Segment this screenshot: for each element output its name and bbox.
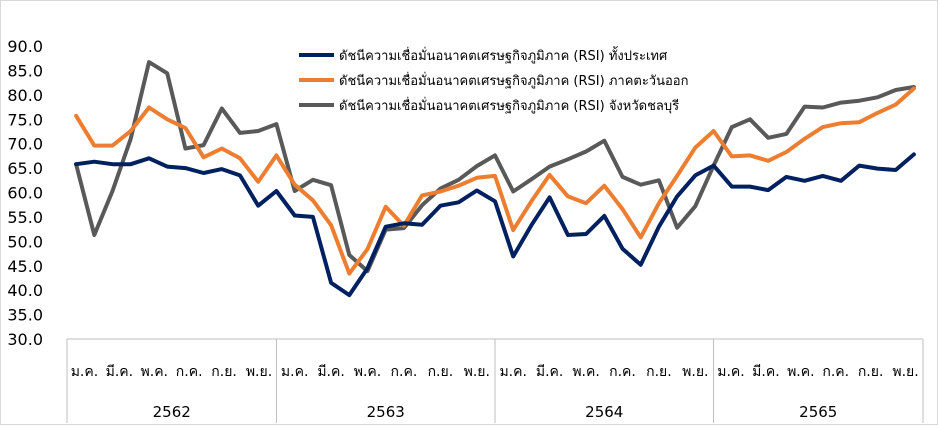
y-tick-label: 45.0	[7, 257, 43, 276]
y-tick-label: 65.0	[7, 159, 43, 178]
x-tick-label: พ.ค.	[572, 364, 600, 380]
x-tick-label: ก.ย.	[428, 364, 454, 380]
x-tick-label: พ.ย.	[682, 364, 708, 380]
y-tick-label: 90.0	[7, 37, 43, 56]
legend-label: ดัชนีความเชื่อมั่นอนาคตเศรษฐกิจภูมิภาค (…	[339, 97, 679, 114]
y-tick-label: 40.0	[7, 281, 43, 300]
x-tick-label: ม.ค.	[71, 364, 99, 380]
year-label: 2562	[153, 403, 191, 421]
x-tick-label: พ.ย.	[464, 364, 490, 380]
x-tick-label: พ.ค.	[787, 364, 815, 380]
y-tick-label: 85.0	[7, 61, 43, 80]
x-tick-label: ก.ค.	[609, 364, 636, 380]
x-tick-label: ก.ค.	[176, 364, 203, 380]
x-tick-label: พ.ย.	[246, 364, 272, 380]
y-tick-label: 35.0	[7, 306, 43, 325]
x-tick-label: มี.ค.	[536, 364, 564, 380]
x-tick-label: ม.ค.	[717, 364, 745, 380]
x-tick-label: พ.ค.	[141, 364, 169, 380]
y-tick-label: 70.0	[7, 135, 43, 154]
year-label: 2563	[367, 403, 405, 421]
x-tick-label: มี.ค.	[317, 364, 345, 380]
y-tick-label: 60.0	[7, 184, 43, 203]
legend-label: ดัชนีความเชื่อมั่นอนาคตเศรษฐกิจภูมิภาค (…	[339, 46, 668, 64]
year-label: 2565	[799, 403, 837, 421]
x-tick-label: ก.ค.	[391, 364, 418, 380]
series-line-0	[74, 152, 916, 298]
x-tick-label: ก.ค.	[822, 364, 849, 380]
series-line-1	[74, 86, 916, 276]
series-line-2	[74, 60, 916, 274]
x-tick-label: พ.ค.	[354, 364, 382, 380]
x-tick-label: ม.ค.	[281, 364, 309, 380]
y-tick-label: 30.0	[7, 330, 43, 349]
x-tick-label: ม.ค.	[499, 364, 527, 380]
y-tick-label: 75.0	[7, 110, 43, 129]
x-tick-label: มี.ค.	[106, 364, 134, 380]
y-tick-label: 50.0	[7, 232, 43, 251]
x-tick-label: มี.ค.	[752, 364, 780, 380]
x-tick-label: ก.ย.	[211, 364, 237, 380]
y-tick-label: 55.0	[7, 208, 43, 227]
x-tick-label: พ.ย.	[892, 364, 918, 380]
y-tick-label: 80.0	[7, 86, 43, 105]
x-tick-label: ก.ย.	[646, 364, 672, 380]
x-tick-label: ก.ย.	[858, 364, 884, 380]
year-label: 2564	[585, 403, 623, 421]
legend-label: ดัชนีความเชื่อมั่นอนาคตเศรษฐกิจภูมิภาค (…	[339, 72, 688, 89]
